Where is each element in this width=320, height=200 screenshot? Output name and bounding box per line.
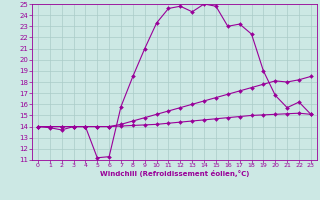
X-axis label: Windchill (Refroidissement éolien,°C): Windchill (Refroidissement éolien,°C) (100, 170, 249, 177)
